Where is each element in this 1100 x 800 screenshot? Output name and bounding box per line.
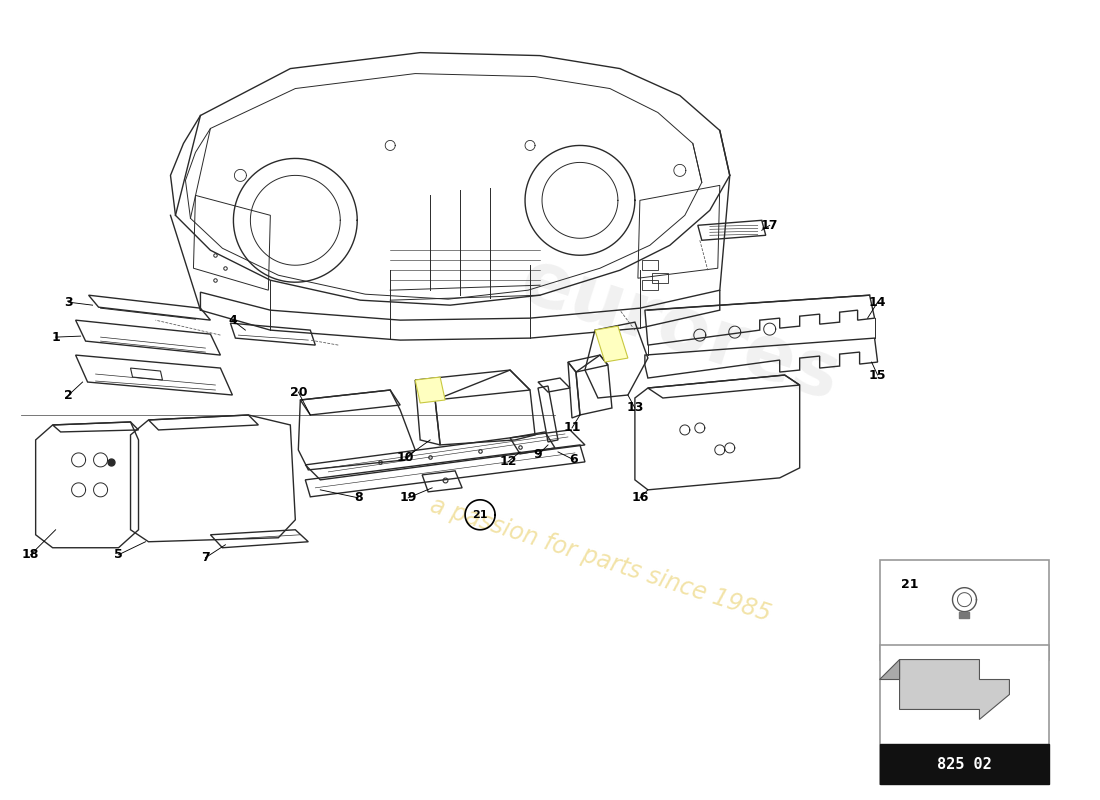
Text: 16: 16	[631, 491, 649, 504]
Text: 17: 17	[761, 219, 779, 232]
Text: 1: 1	[52, 330, 60, 344]
Text: 14: 14	[869, 296, 887, 309]
Text: 9: 9	[534, 449, 542, 462]
Text: 5: 5	[114, 548, 123, 562]
Polygon shape	[415, 377, 446, 403]
Text: 18: 18	[22, 548, 40, 562]
Polygon shape	[900, 659, 1010, 719]
Bar	[642, 260, 658, 270]
Text: 21: 21	[472, 510, 487, 520]
Text: 13: 13	[626, 402, 644, 414]
Text: 19: 19	[399, 491, 417, 504]
Text: 4: 4	[228, 314, 236, 326]
Bar	[642, 280, 658, 290]
Text: 825 02: 825 02	[937, 757, 992, 772]
Text: 15: 15	[869, 369, 887, 382]
Text: 6: 6	[570, 454, 579, 466]
Bar	[652, 274, 668, 283]
Text: 8: 8	[354, 491, 363, 504]
Text: a passion for parts since 1985: a passion for parts since 1985	[427, 493, 773, 626]
FancyBboxPatch shape	[880, 745, 1049, 784]
FancyBboxPatch shape	[880, 645, 1049, 784]
Text: 11: 11	[563, 422, 581, 434]
Polygon shape	[880, 659, 900, 679]
Text: 21: 21	[901, 578, 918, 591]
Text: eurores: eurores	[510, 244, 849, 417]
Text: 12: 12	[499, 455, 517, 468]
Text: 3: 3	[64, 296, 73, 309]
Text: 7: 7	[201, 551, 210, 564]
Text: 2: 2	[64, 389, 73, 402]
Text: 20: 20	[289, 386, 307, 398]
Text: 10: 10	[396, 451, 414, 464]
Polygon shape	[595, 326, 628, 362]
FancyBboxPatch shape	[880, 560, 1049, 659]
